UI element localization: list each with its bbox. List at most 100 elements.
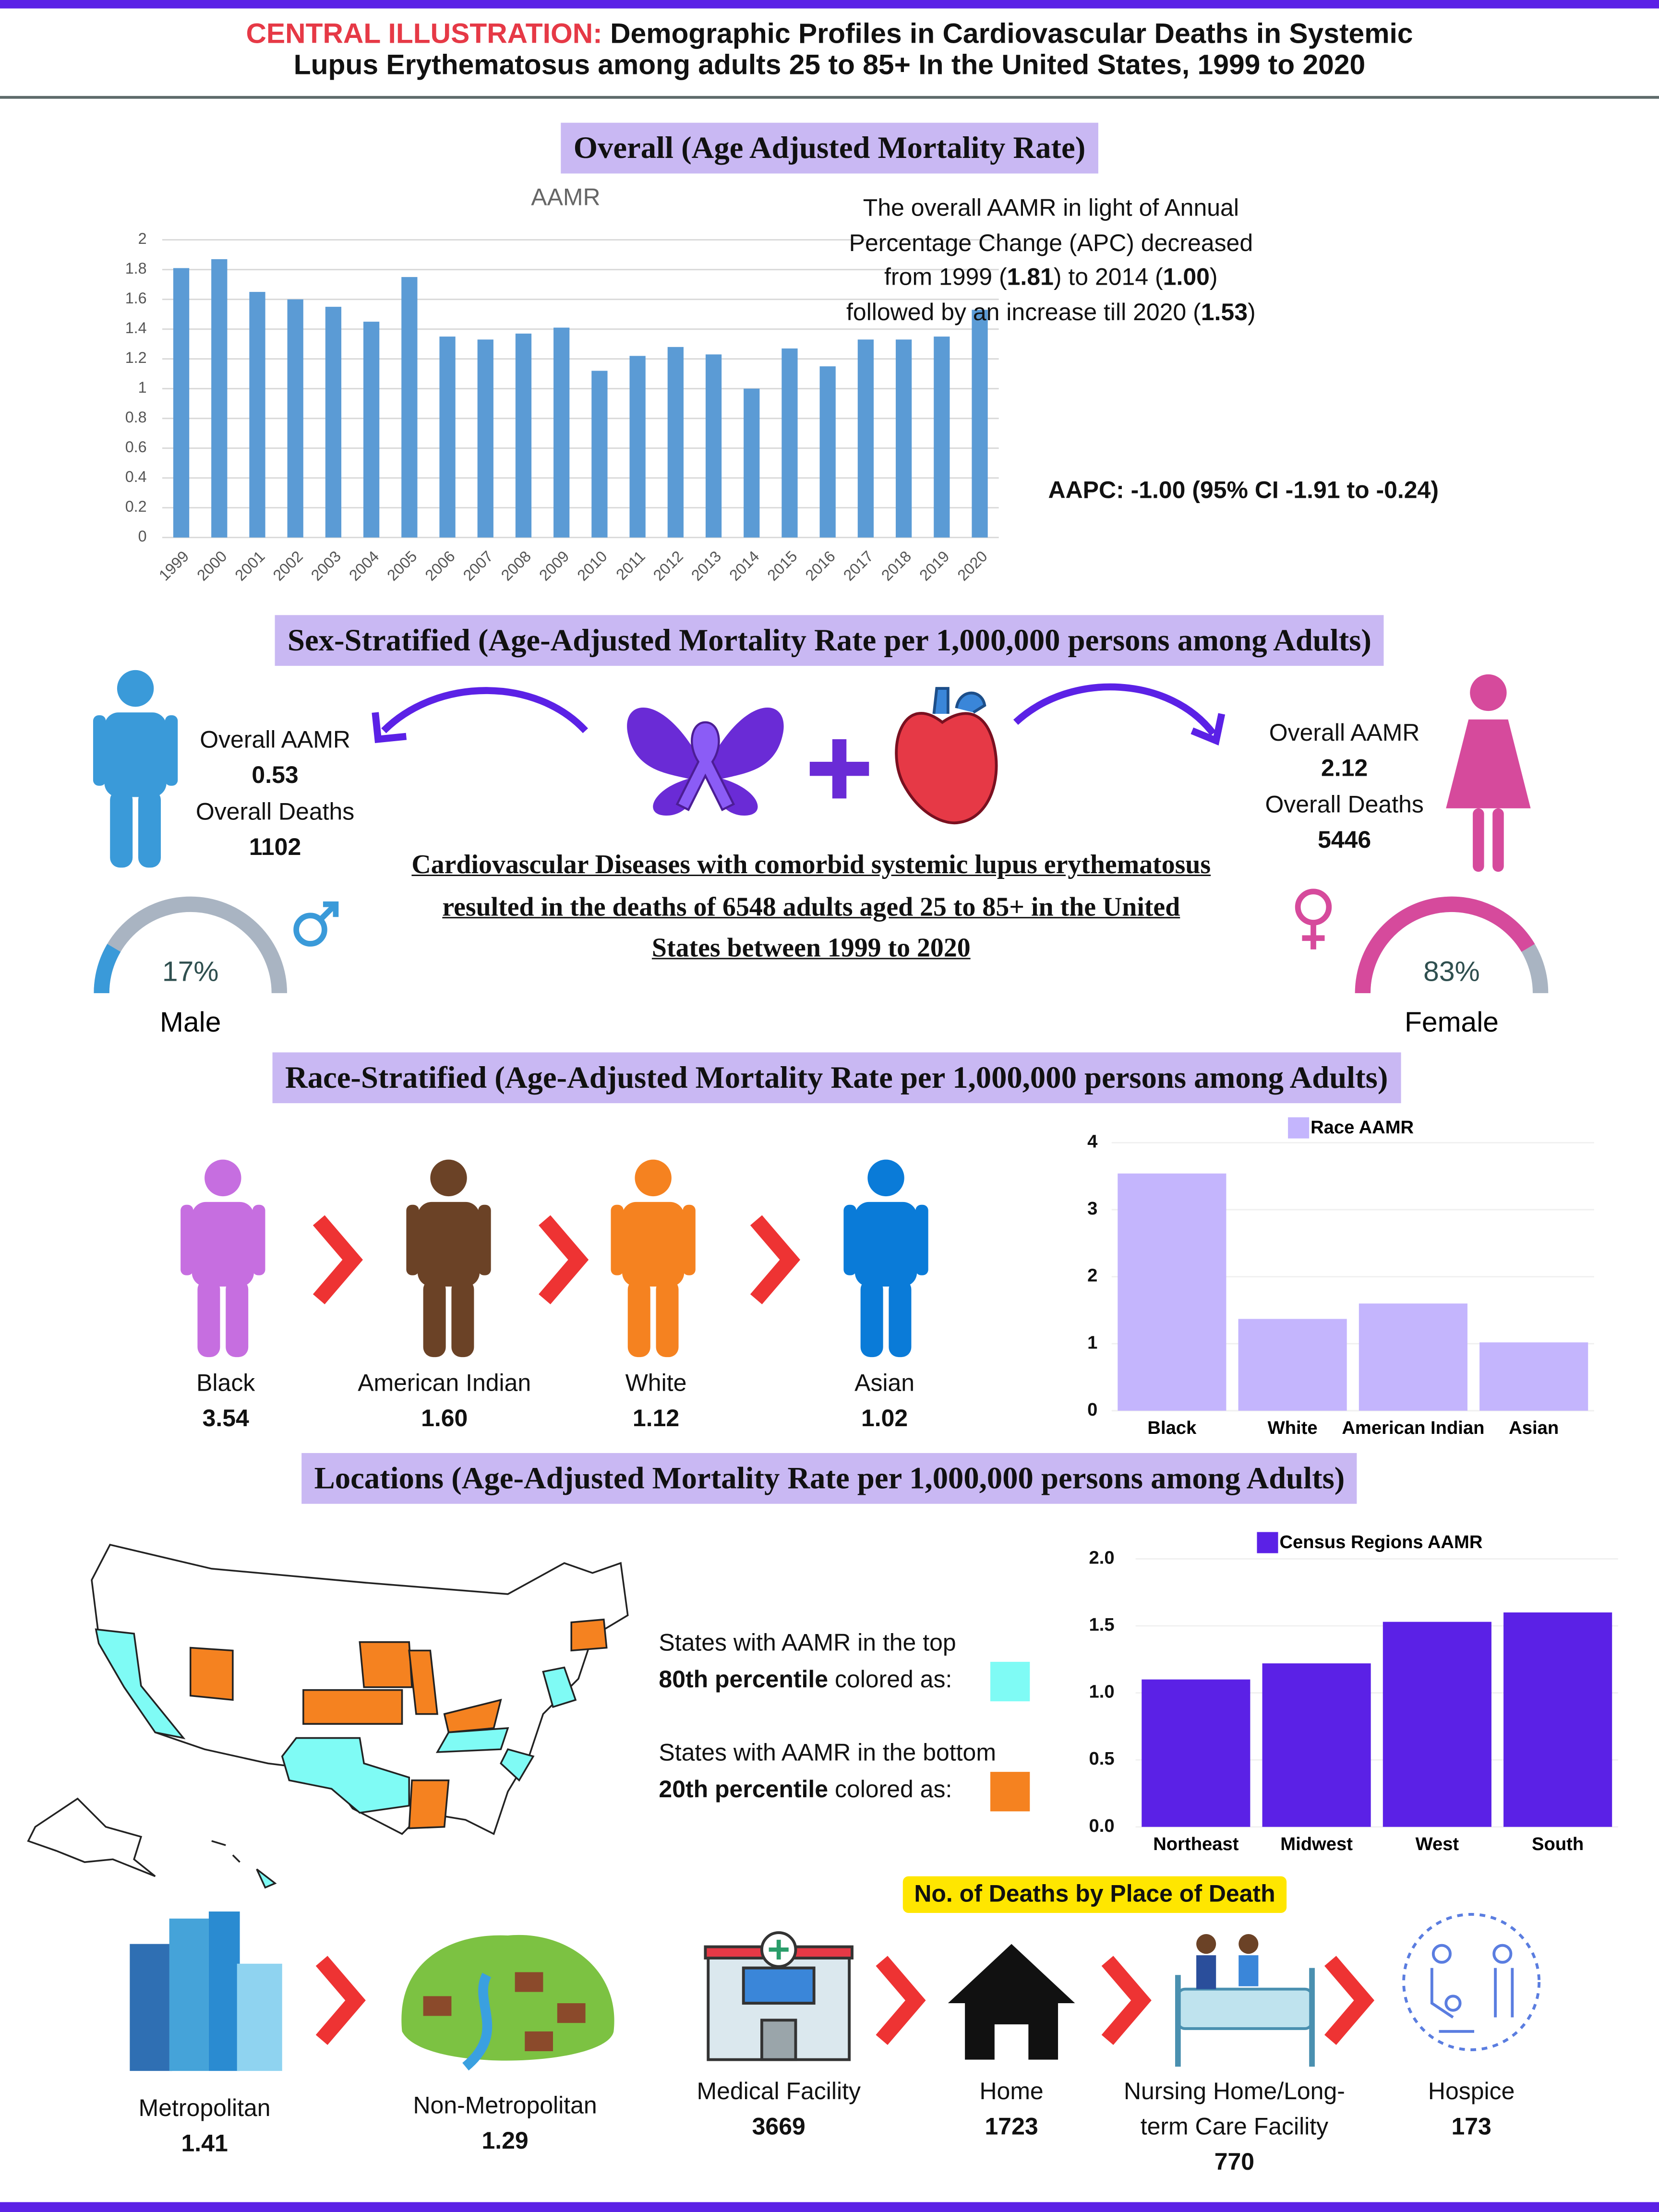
bar xyxy=(515,333,532,538)
us-map xyxy=(27,1543,629,1889)
aapc-text: AAPC: -1.00 (95% CI -1.91 to -0.24) xyxy=(1048,477,1439,504)
legend-percentile: 80th percentile xyxy=(659,1666,829,1693)
bar xyxy=(934,337,950,538)
icon-leg xyxy=(656,1279,679,1358)
y-tick-label: 1.5 xyxy=(1089,1614,1115,1635)
section-header: Locations (Age-Adjusted Mortality Rate p… xyxy=(301,1453,1358,1504)
stat-value: 1102 xyxy=(249,833,301,861)
y-tick-label: 0.0 xyxy=(1089,1815,1115,1836)
bar xyxy=(972,310,988,538)
race-label: Black xyxy=(196,1370,255,1397)
gauge-title: Male xyxy=(160,1007,221,1038)
icon-leg xyxy=(889,1279,912,1358)
place-label: Home xyxy=(979,2078,1044,2105)
chevron-arrow xyxy=(1101,1956,1152,2045)
urbanization-value: 1.41 xyxy=(181,2130,228,2157)
icon-head xyxy=(867,1159,904,1197)
header-label: CENTRAL ILLUSTRATION: xyxy=(246,19,602,50)
urbanization-label: Non-Metropolitan xyxy=(413,2092,597,2119)
chevron-arrow xyxy=(1324,1956,1375,2045)
bottom-border xyxy=(0,2202,1659,2212)
y-tick-label: 2 xyxy=(1087,1265,1097,1286)
bar xyxy=(857,339,874,538)
non-metropolitan-icon xyxy=(401,1935,614,2071)
bar xyxy=(744,388,760,538)
y-tick-label: 0.8 xyxy=(125,409,147,426)
x-tick-label: Midwest xyxy=(1280,1834,1353,1854)
race-label: White xyxy=(625,1370,687,1397)
female-icon xyxy=(1446,674,1531,872)
place-value: 3669 xyxy=(752,2113,805,2140)
icon-head xyxy=(635,1159,672,1197)
bar xyxy=(1118,1173,1226,1411)
y-tick-label: 4 xyxy=(1087,1131,1098,1152)
legend-text: colored as: xyxy=(828,1666,952,1693)
y-tick-label: 2.0 xyxy=(1089,1547,1115,1568)
plus-sign xyxy=(809,739,869,799)
race-value: 1.60 xyxy=(421,1405,468,1432)
stat-value: 2.12 xyxy=(1321,755,1368,782)
y-tick-label: 1 xyxy=(1087,1332,1097,1353)
stat-label: Overall AAMR xyxy=(200,726,350,754)
icon-body xyxy=(417,1202,480,1287)
place-label: Nursing Home/Long- xyxy=(1123,2078,1345,2105)
bar xyxy=(1238,1319,1347,1411)
metropolitan-icon xyxy=(130,1911,282,2071)
header-line: CENTRAL ILLUSTRATION: Demographic Profil… xyxy=(246,19,1413,52)
stat-label: Overall Deaths xyxy=(1265,791,1424,818)
icon-arm xyxy=(165,715,178,786)
top-percentile-swatch xyxy=(990,1661,1030,1702)
icon-leg xyxy=(226,1279,249,1358)
legend-label: Race AAMR xyxy=(1310,1117,1414,1138)
section-header: Overall (Age Adjusted Mortality Rate) xyxy=(561,122,1098,174)
bar xyxy=(895,339,912,538)
place-value: 770 xyxy=(1214,2148,1255,2176)
icon-head xyxy=(204,1159,241,1197)
bar xyxy=(287,299,303,538)
icon-body xyxy=(854,1202,917,1287)
x-tick-label: West xyxy=(1416,1834,1459,1854)
y-tick-label: 1.0 xyxy=(1089,1682,1115,1702)
bar xyxy=(325,307,342,538)
icon-leg xyxy=(138,790,161,868)
summary-text: resulted in the deaths of 6548 adults ag… xyxy=(442,892,1180,922)
nursing-home-icon xyxy=(1175,1934,1315,2067)
y-tick-label: 1.2 xyxy=(125,349,147,366)
icon-head xyxy=(430,1159,467,1197)
icon-arm xyxy=(406,1204,419,1275)
race-label: Asian xyxy=(854,1370,915,1397)
bar xyxy=(477,339,493,538)
header-title: Demographic Profiles in Cardiovascular D… xyxy=(610,19,1413,50)
chevron-arrow xyxy=(750,1215,801,1305)
icon-leg xyxy=(110,790,133,868)
icon-arm xyxy=(93,715,106,786)
bar xyxy=(401,277,418,538)
text-run: ) followed by an increase till 2020 ( xyxy=(846,264,1218,325)
chevron-arrow xyxy=(539,1215,589,1305)
y-tick-label: 3 xyxy=(1087,1198,1097,1219)
bar xyxy=(705,354,722,538)
x-tick-label: Black xyxy=(1147,1418,1197,1438)
top-border xyxy=(0,0,1659,9)
race-value: 3.54 xyxy=(202,1405,249,1432)
icon-arm xyxy=(252,1204,265,1275)
stat-label: Overall AAMR xyxy=(1269,719,1420,746)
urbanization-label: Metropolitan xyxy=(138,2095,271,2122)
icon-body xyxy=(622,1202,685,1287)
legend-percentile: 20th percentile xyxy=(659,1776,829,1803)
icon-arm xyxy=(478,1204,491,1275)
y-tick-label: 1 xyxy=(138,379,147,396)
place-label: Hospice xyxy=(1428,2078,1515,2105)
bar xyxy=(1142,1679,1250,1827)
text-run: ) xyxy=(1248,298,1256,325)
icon-leg xyxy=(451,1279,474,1358)
bar xyxy=(1382,1622,1491,1827)
icon-leg xyxy=(197,1279,220,1358)
male-symbol xyxy=(293,901,339,947)
bar xyxy=(591,371,608,538)
summary-text: States between 1999 to 2020 xyxy=(651,934,971,964)
icon-arm xyxy=(611,1204,624,1275)
